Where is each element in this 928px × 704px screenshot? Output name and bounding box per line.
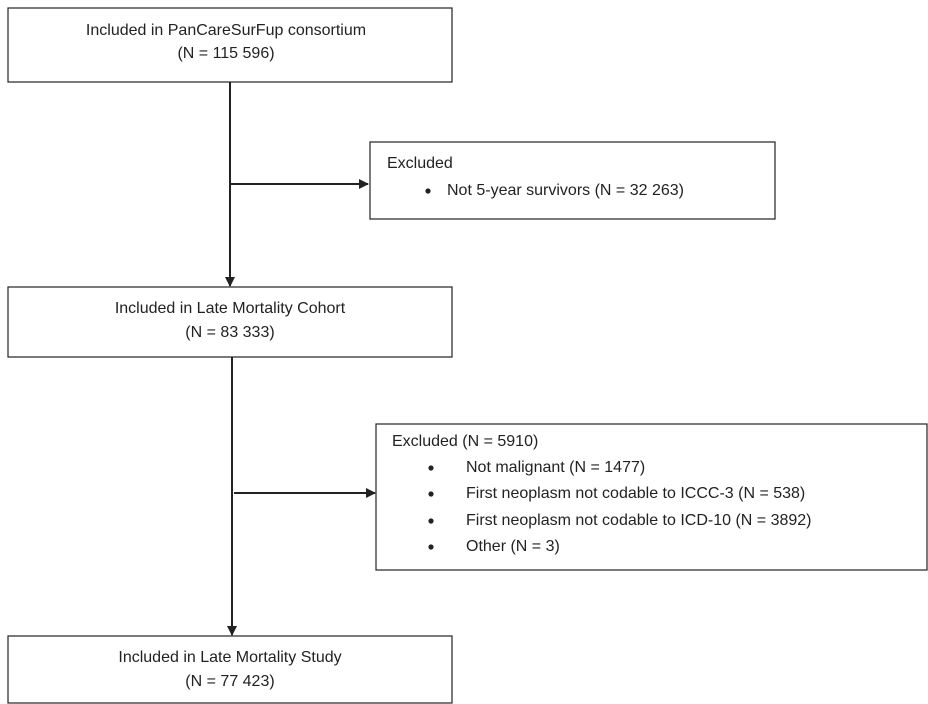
box xyxy=(7,286,453,358)
exclusion-item: Not malignant (N = 1477) xyxy=(466,459,645,476)
exclusion-heading: Excluded xyxy=(387,155,453,172)
exclusion-item: First neoplasm not codable to ICCC-3 (N … xyxy=(466,485,805,502)
box-text: (N = 115 596) xyxy=(177,45,274,62)
box-text: (N = 83 333) xyxy=(185,324,274,341)
box-text: Included in Late Mortality Study xyxy=(118,649,341,666)
exclusion-box xyxy=(369,141,776,220)
box xyxy=(7,7,453,83)
box-text: Included in Late Mortality Cohort xyxy=(115,300,346,317)
exclusion-item: Not 5-year survivors (N = 32 263) xyxy=(447,182,684,199)
exclusion-item: First neoplasm not codable to ICD-10 (N … xyxy=(466,512,812,529)
bullet xyxy=(428,465,434,471)
bullet xyxy=(428,518,434,524)
exclusion-item: Other (N = 3) xyxy=(466,538,560,555)
exclusion-heading: Excluded (N = 5910) xyxy=(392,433,538,450)
bullet xyxy=(428,544,434,550)
bullet xyxy=(428,491,434,497)
exclusion-box xyxy=(375,423,928,571)
bullet xyxy=(425,188,431,194)
box-text: (N = 77 423) xyxy=(185,673,274,690)
box-text: Included in PanCareSurFup consortium xyxy=(86,22,366,39)
box xyxy=(7,635,453,704)
